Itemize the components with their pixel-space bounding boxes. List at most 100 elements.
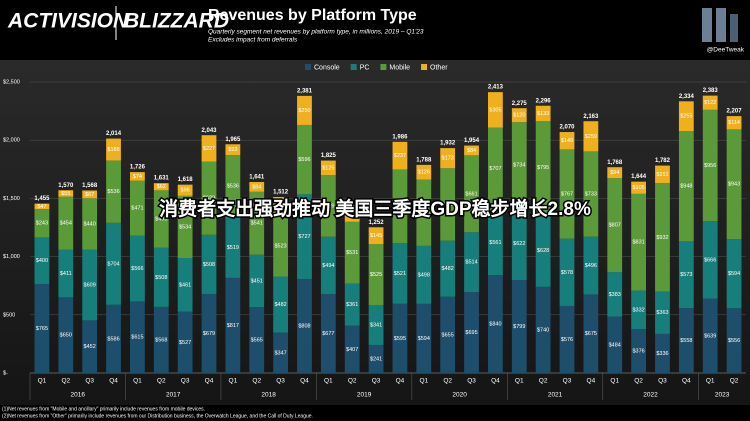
legend-swatch (350, 64, 357, 70)
value-label: $628 (537, 248, 549, 254)
bar-segment (416, 164, 432, 180)
value-label: $461 (179, 282, 191, 288)
value-label: $677 (322, 331, 334, 337)
bar-segment (440, 240, 456, 297)
bar-segment (273, 197, 288, 216)
value-label: $411 (60, 271, 72, 277)
value-label: $767 (561, 191, 573, 197)
value-label: $573 (680, 272, 692, 278)
value-label: $566 (131, 266, 143, 272)
value-label: $932 (656, 235, 668, 241)
total-label: 1,568 (82, 183, 98, 189)
bar-segment (464, 292, 479, 373)
x-tick-label: Q4 (396, 378, 405, 385)
total-label: 2,207 (727, 109, 743, 115)
bar-segment (273, 276, 288, 333)
logo-activision: ACTIVISION (7, 10, 129, 33)
value-label: $407 (346, 347, 358, 353)
total-label: 1,455 (34, 196, 50, 202)
value-label: $943 (728, 182, 740, 188)
bar-segment (368, 344, 384, 373)
bar-segment (58, 249, 74, 298)
bar-segment (177, 184, 193, 196)
value-label: $609 (84, 282, 96, 288)
value-label: $400 (36, 258, 48, 264)
logo-blizzard: BLIZZARD (124, 10, 229, 33)
value-label: $534 (179, 224, 191, 230)
bar-segment (488, 209, 503, 276)
bar-segment (607, 316, 623, 373)
x-tick-label: Q3 (181, 378, 190, 385)
x-tick-label: Q4 (300, 378, 309, 385)
value-label: $633 (394, 204, 406, 210)
total-label: 1,512 (273, 190, 289, 196)
x-tick-label: Q1 (706, 378, 715, 385)
value-label: $74 (133, 174, 142, 180)
bar-segment (201, 161, 217, 235)
bar-segment (58, 297, 74, 373)
x-tick-label: Q3 (563, 378, 572, 385)
value-label: $695 (465, 330, 477, 336)
value-label: $67 (85, 192, 94, 198)
value-label: $727 (298, 234, 310, 240)
value-label: $675 (585, 331, 597, 337)
value-label: $452 (84, 344, 96, 350)
value-label: $831 (632, 240, 644, 246)
x-tick-label: Q3 (658, 378, 667, 385)
bar-segment (511, 207, 527, 280)
value-label: $93 (228, 147, 237, 153)
footnote: (1)Net revenues from "Mobile and ancilla… (2, 406, 205, 412)
x-tick-label: Q4 (109, 378, 118, 385)
value-label: $650 (60, 333, 72, 339)
total-label: 2,275 (512, 101, 528, 107)
x-tick-label: Q2 (348, 378, 357, 385)
bar-segment (631, 193, 646, 291)
value-label: $615 (131, 335, 143, 341)
bar-segment (297, 194, 312, 279)
total-label: 1,768 (607, 160, 623, 166)
x-tick-label: Q1 (229, 378, 238, 385)
year-label: 2016 (70, 392, 85, 399)
value-label: $145 (370, 233, 382, 239)
bar-segment (225, 277, 241, 373)
x-tick-label: Q3 (276, 378, 285, 385)
legend-swatch (380, 64, 387, 70)
bar-segment (106, 222, 121, 305)
bar-segment (320, 236, 336, 295)
value-label: $255 (680, 114, 692, 120)
total-label: 1,394 (345, 203, 361, 209)
value-label: $96 (181, 188, 190, 194)
bar-segment (368, 244, 384, 306)
value-label: $561 (489, 240, 501, 246)
value-label: $508 (203, 262, 215, 268)
overlay-caption: 消费者支出强劲推动 美国三季度GDP稳步增长2.8% (159, 197, 591, 220)
bar-segment (583, 121, 599, 152)
bar-segment (225, 155, 241, 218)
bar-segment (559, 149, 575, 239)
bar-segment (368, 305, 384, 345)
bar-segment (535, 213, 551, 287)
value-label: $595 (394, 336, 406, 342)
y-tick-label: $500 (3, 312, 15, 318)
value-label: $120 (513, 113, 525, 119)
y-tick-label: $1,500 (3, 196, 20, 202)
value-label: $565 (251, 338, 263, 344)
legend-label: PC (360, 64, 370, 71)
legend-label: Mobile (389, 64, 410, 71)
value-label: $305 (489, 107, 501, 113)
bar-segment (607, 167, 623, 179)
bar-segment (249, 307, 265, 373)
bar-segment (297, 95, 312, 125)
x-tick-label: Q2 (730, 378, 739, 385)
value-label: $336 (656, 351, 668, 357)
bar-segment (583, 151, 599, 237)
bar-segment (153, 306, 169, 373)
bar-segment (631, 181, 646, 194)
bar-segment (249, 191, 265, 255)
value-label: $493 (155, 217, 167, 223)
bar-segment (702, 95, 718, 110)
value-label: $556 (728, 338, 740, 344)
value-label: $519 (227, 245, 239, 251)
chart-title: Revenues by Platform Type (208, 7, 417, 24)
value-label: $259 (585, 134, 597, 140)
